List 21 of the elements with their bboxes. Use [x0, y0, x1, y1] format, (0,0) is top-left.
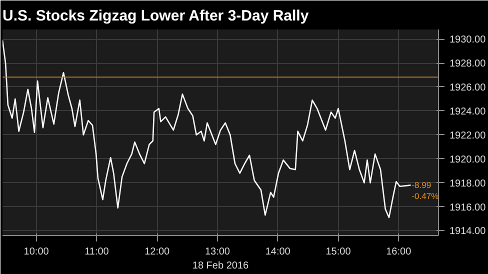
- y-tick-label: 1920.00: [450, 154, 486, 166]
- x-axis-title: 18 Feb 2016: [192, 260, 250, 272]
- x-tick-label: 11:00: [84, 246, 110, 258]
- y-tick-label: 1926.00: [450, 82, 486, 94]
- y-tick-label: 1918.00: [450, 178, 486, 190]
- line-series: [2, 40, 412, 218]
- x-tick-label: 15:00: [326, 246, 352, 258]
- y-tick-label: 1928.00: [450, 58, 486, 70]
- y-tick-label: 1924.00: [450, 106, 486, 118]
- chart-title: U.S. Stocks Zigzag Lower After 3-Day Rally: [2, 8, 310, 24]
- annotation: -0.47%: [412, 191, 440, 202]
- y-tick-label: 1914.00: [450, 226, 486, 238]
- y-tick-label: 1922.00: [450, 130, 486, 142]
- y-tick-label: 1916.00: [450, 202, 486, 214]
- x-tick-label: 16:00: [386, 246, 412, 258]
- y-tick-label: 1930.00: [450, 34, 486, 46]
- x-tick-label: 14:00: [265, 246, 291, 258]
- x-tick-label: 13:00: [204, 246, 230, 258]
- x-tick-label: 10:00: [24, 246, 50, 258]
- x-tick-label: 12:00: [144, 246, 170, 258]
- annotation: -8.99: [412, 180, 432, 190]
